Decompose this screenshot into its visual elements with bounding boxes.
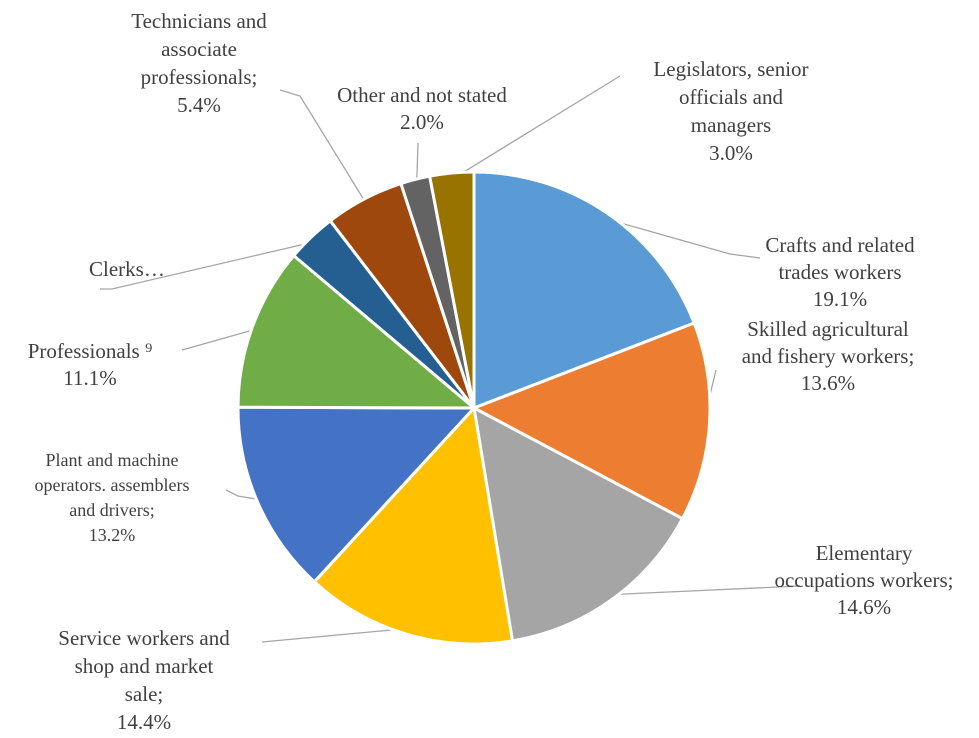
slice-label-line: operators. assemblers bbox=[35, 475, 190, 495]
slice-label-line: Skilled agricultural bbox=[747, 317, 909, 341]
slice-label-line: Other and not stated bbox=[337, 83, 507, 107]
pie-slices bbox=[236, 170, 712, 646]
slice-label-line: occupations workers; bbox=[774, 568, 953, 592]
pie-slice bbox=[472, 170, 697, 411]
leader-line bbox=[451, 75, 621, 180]
pie-slice bbox=[312, 404, 515, 646]
slice-label-line: sale; bbox=[125, 682, 163, 706]
slice-label-line: managers bbox=[691, 113, 771, 137]
slice-label: Service workers and shop and market sale; 1… bbox=[58, 626, 230, 734]
slice-labels: Crafts and related trades workers 19.1% Ski… bbox=[28, 9, 954, 734]
slice-label-line: 3.0% bbox=[709, 141, 753, 165]
slice-label-line: 2.0% bbox=[400, 110, 444, 134]
slice-label-line: Legislators, senior bbox=[653, 57, 808, 81]
pie-slice bbox=[427, 170, 476, 409]
slice-label: Plant and machine operators. assemblers an… bbox=[35, 450, 190, 545]
leader-line bbox=[603, 217, 761, 259]
slice-label-line: 14.6% bbox=[837, 595, 891, 619]
slice-label-line: officials and bbox=[679, 85, 783, 109]
slice-label: Professionals ⁹ 11.1% bbox=[28, 339, 153, 390]
slice-label-line: Professionals ⁹ bbox=[28, 339, 153, 363]
leader-line bbox=[100, 240, 316, 290]
slice-label-line: trades workers bbox=[778, 260, 901, 284]
slice-label: Technicians and associate professionals; 5.… bbox=[131, 9, 267, 117]
pie-slice bbox=[470, 321, 712, 521]
leader-line bbox=[608, 585, 801, 596]
slice-label-line: Technicians and bbox=[131, 9, 267, 33]
slice-label-line: Clerks… bbox=[89, 257, 165, 281]
slice-label-line: Crafts and related bbox=[765, 233, 915, 257]
slice-label-line: and drivers; bbox=[69, 500, 154, 520]
slice-label: Other and not stated 2.0% bbox=[337, 83, 507, 134]
leader-line bbox=[279, 89, 368, 205]
slice-label-line: professionals; bbox=[141, 65, 258, 89]
leader-line bbox=[261, 627, 409, 643]
slice-label-line: 13.6% bbox=[801, 371, 855, 395]
slice-label: Skilled agricultural and fishery workers;… bbox=[742, 317, 915, 395]
slice-label: Legislators, senior officials and managers… bbox=[653, 57, 808, 165]
slice-label-line: Elementary bbox=[816, 541, 913, 565]
slice-label: Crafts and related trades workers 19.1% bbox=[765, 233, 915, 311]
leader-line bbox=[181, 327, 259, 351]
slice-label-line: 19.1% bbox=[813, 287, 867, 311]
slice-label-line: 14.4% bbox=[117, 710, 171, 734]
leader-lines bbox=[100, 75, 801, 643]
slice-label-line: Service workers and bbox=[58, 626, 230, 650]
slice-label-line: associate bbox=[161, 37, 237, 61]
pie-slice bbox=[472, 405, 685, 643]
slice-label-line: and fishery workers; bbox=[742, 344, 915, 368]
slice-label: Elementary occupations workers; 14.6% bbox=[774, 541, 953, 619]
slice-label: Clerks… bbox=[89, 257, 165, 281]
slice-label-line: 5.4% bbox=[177, 93, 221, 117]
slice-label-line: shop and market bbox=[75, 654, 214, 678]
pie-slice bbox=[236, 253, 479, 410]
slice-label-line: Plant and machine bbox=[46, 450, 179, 470]
pie-slice bbox=[236, 405, 478, 584]
slice-label-line: 13.2% bbox=[89, 525, 136, 545]
slice-label-line: 11.1% bbox=[63, 366, 116, 390]
